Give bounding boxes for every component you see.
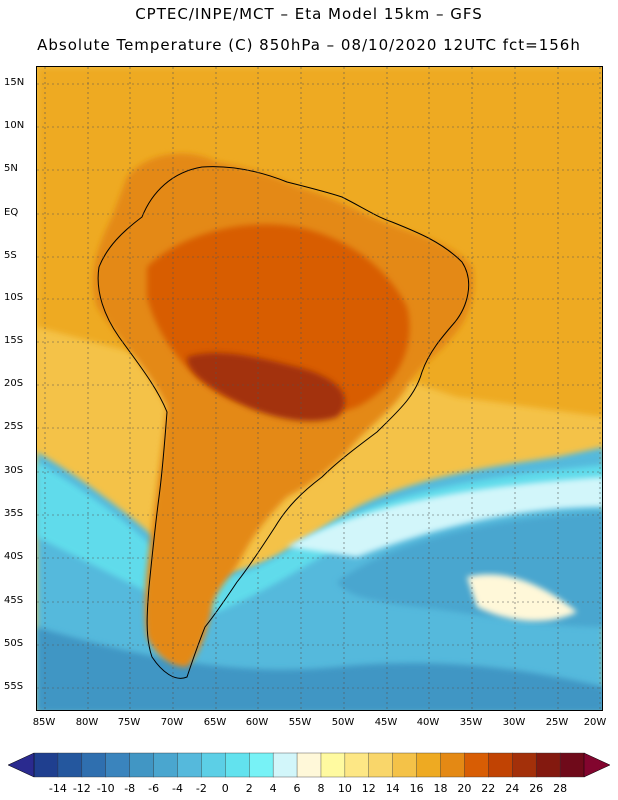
colorbar-cell — [33, 752, 59, 778]
colorbar-tick-label: 2 — [245, 782, 253, 795]
colorbar-cell — [535, 752, 561, 778]
colorbar-tick-label: 14 — [385, 782, 400, 795]
lon-label-85w: 85W — [32, 717, 56, 728]
lon-label-20w: 20W — [583, 717, 607, 728]
lat-label-55s: 55S — [4, 681, 24, 692]
lon-label-80w: 80W — [75, 717, 99, 728]
colorbar-tick-label: 8 — [317, 782, 325, 795]
colorbar-tick-label: 10 — [337, 782, 352, 795]
map-subtitle: Absolute Temperature (C) 850hPa – 08/10/… — [37, 36, 581, 54]
lat-label-15n: 15N — [4, 77, 25, 88]
lon-label-35w: 35W — [459, 717, 483, 728]
lat-label-50s: 50S — [4, 638, 24, 649]
colorbar-tick-label: 0 — [221, 782, 229, 795]
colorbar-cell — [105, 752, 131, 778]
hottest-core — [187, 352, 345, 422]
colorbar-tick-label: 16 — [409, 782, 424, 795]
map-title: CPTEC/INPE/MCT – Eta Model 15km – GFS — [135, 5, 483, 23]
colorbar-cell — [512, 752, 537, 778]
colorbar-tick-label: 22 — [481, 782, 496, 795]
colorbar-tick-label: -10 — [96, 782, 115, 795]
colorbar-cell — [344, 752, 370, 778]
colorbar-cell — [272, 752, 298, 778]
colorbar-cell — [81, 752, 107, 778]
colorbar-cell — [440, 752, 465, 778]
lon-label-75w: 75W — [117, 717, 141, 728]
colorbar-cell — [320, 752, 346, 778]
colorbar-tick-label: 6 — [293, 782, 301, 795]
lon-label-65w: 65W — [203, 717, 227, 728]
lon-label-25w: 25W — [545, 717, 569, 728]
colorbar-high-arrow — [583, 752, 611, 778]
colorbar-tick-label: 12 — [361, 782, 376, 795]
colorbar-tick-label: -14 — [48, 782, 67, 795]
lon-label-40w: 40W — [416, 717, 440, 728]
colorbar-tick-label: -6 — [148, 782, 160, 795]
colorbar-tick-label: 4 — [269, 782, 277, 795]
lat-label-5n: 5N — [4, 163, 18, 174]
colorbar-tick-label: 28 — [553, 782, 568, 795]
lat-label-45s: 45S — [4, 595, 24, 606]
colorbar-tick-label: -2 — [195, 782, 207, 795]
colorbar-tick-label: 24 — [505, 782, 520, 795]
lat-label-10s: 10S — [4, 292, 24, 303]
colorbar-cell — [225, 752, 250, 778]
colorbar-cell — [368, 752, 394, 778]
colorbar-cell — [392, 752, 418, 778]
lon-label-55w: 55W — [288, 717, 312, 728]
colorbar-cell — [464, 752, 489, 778]
colorbar-tick-label: -8 — [124, 782, 136, 795]
lat-label-30s: 30S — [4, 465, 24, 476]
southern-deep-cold — [37, 627, 602, 710]
colorbar-tick-label: -12 — [72, 782, 91, 795]
colorbar-cell — [201, 752, 226, 778]
colorbar-cell — [177, 752, 202, 778]
lat-label-eq: EQ — [4, 207, 19, 218]
lat-label-5s: 5S — [4, 250, 17, 261]
pale-band — [287, 477, 602, 557]
lat-label-20s: 20S — [4, 378, 24, 389]
colorbar-cell — [57, 752, 83, 778]
lat-label-35s: 35S — [4, 508, 24, 519]
lon-label-30w: 30W — [502, 717, 526, 728]
colorbar-tick-label: 26 — [529, 782, 544, 795]
temperature-map[interactable] — [36, 66, 603, 711]
south-atlantic-yellow-tongue — [467, 574, 577, 622]
coastline — [97, 166, 470, 679]
colorbar-cell — [296, 752, 322, 778]
colorbar-tick-label: 18 — [433, 782, 448, 795]
lat-label-10n: 10N — [4, 120, 25, 131]
colorbar-tick-label: 20 — [457, 782, 472, 795]
lat-label-40s: 40S — [4, 551, 24, 562]
colorbar-cell — [129, 752, 155, 778]
colorbar-cell — [488, 752, 513, 778]
colorbar-tick-label: -4 — [172, 782, 183, 795]
colorbar-cell — [416, 752, 442, 778]
lat-label-15s: 15S — [4, 335, 24, 346]
lon-label-60w: 60W — [245, 717, 269, 728]
lon-label-70w: 70W — [160, 717, 184, 728]
colorbar-cell — [249, 752, 274, 778]
colorbar-low-arrow — [7, 752, 35, 778]
lon-label-45w: 45W — [374, 717, 398, 728]
lat-label-25s: 25S — [4, 421, 24, 432]
colorbar-cell — [153, 752, 178, 778]
temperature-colorbar — [7, 752, 611, 778]
colorbar-cell — [559, 752, 585, 778]
lon-label-50w: 50W — [331, 717, 355, 728]
